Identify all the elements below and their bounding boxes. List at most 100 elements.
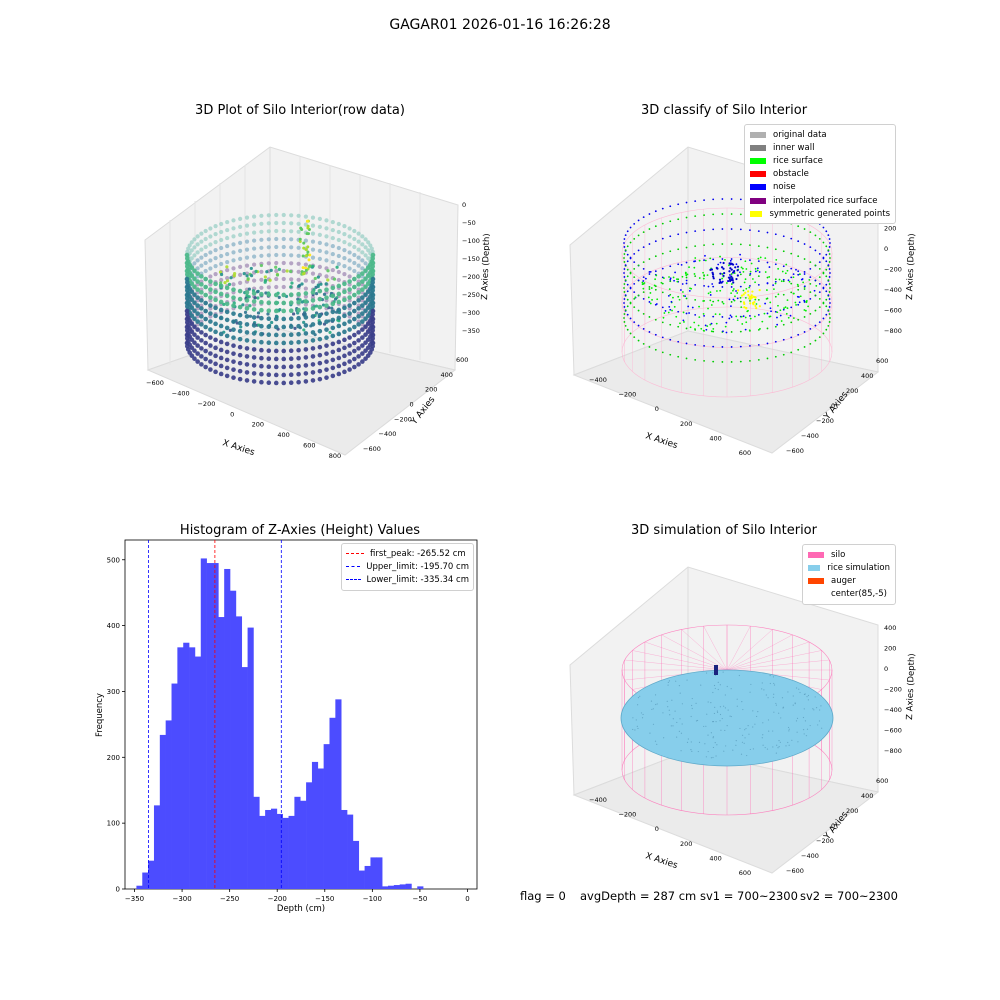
classify-point (754, 270, 757, 273)
simulation-rice-point (797, 741, 799, 743)
raw-point (336, 253, 341, 259)
raw-point (274, 252, 279, 258)
classify-point (756, 267, 759, 270)
simulation-rice-point (698, 741, 701, 743)
classify-point (626, 230, 629, 233)
raw-point (244, 378, 250, 383)
classify-point (626, 328, 629, 331)
simulation-rice-point (724, 729, 726, 732)
classify-point (797, 333, 800, 336)
raw-point (208, 327, 213, 332)
raw-point (208, 319, 213, 324)
classify-point (789, 314, 792, 317)
raw-point (356, 255, 361, 260)
classify-point (661, 222, 664, 225)
simulation-rice-point (772, 676, 775, 678)
simulation-rice-point (668, 709, 670, 711)
classify-point (714, 313, 717, 316)
simulation-rice-point (669, 714, 671, 716)
classify-point (661, 207, 664, 210)
raw-point (252, 278, 257, 283)
simulation-zlabel: Z Axies (Depth) (905, 653, 917, 720)
raw-point (324, 234, 329, 239)
simulation-rice-point (716, 710, 718, 712)
raw-point (263, 278, 268, 283)
raw-point (352, 252, 357, 258)
histogram-legend-entry: Lower_limit: -335.34 cm (346, 573, 469, 586)
classify-point (775, 258, 778, 261)
classify-point (759, 327, 761, 330)
classify-point (803, 299, 806, 302)
classify-point (623, 313, 626, 315)
raw-point (225, 243, 230, 249)
classify-point (803, 271, 806, 273)
raw-point (231, 359, 236, 364)
raw-y-tick-label: −400 (379, 430, 397, 438)
raw-point (203, 300, 208, 306)
raw-point (184, 332, 190, 338)
classify-point (766, 312, 769, 315)
classify-point (744, 297, 747, 299)
classify-point (637, 339, 640, 342)
raw-point (296, 347, 301, 353)
sv1-status: sv1 = 700~2300 (700, 889, 798, 903)
simulation-rice-point (807, 699, 809, 701)
raw-point (247, 295, 251, 299)
raw-point (303, 238, 308, 243)
classify-obstacle-point (729, 262, 732, 265)
raw-point (238, 240, 243, 245)
classify-point (651, 298, 653, 301)
raw-point (248, 304, 252, 308)
classify-point (642, 246, 645, 249)
raw-point (199, 306, 204, 311)
classify-point (685, 274, 688, 277)
raw-point (281, 332, 287, 338)
raw-point (192, 284, 197, 289)
simulation-rice-point (798, 688, 800, 690)
raw-point (365, 305, 371, 310)
raw-point (195, 271, 200, 276)
raw-point (225, 227, 230, 233)
raw-point (244, 247, 250, 252)
classify-point (669, 308, 672, 311)
raw-point (192, 237, 197, 242)
raw-point (302, 328, 306, 332)
simulation-rice-point (724, 694, 726, 696)
classify-point (818, 261, 821, 263)
classify-point (825, 230, 828, 233)
raw-point (363, 356, 368, 361)
raw-point (266, 332, 272, 338)
classify-point (626, 313, 629, 316)
classify-point (827, 264, 830, 267)
histogram-legend-label: Upper_limit: -195.70 cm (366, 561, 469, 572)
raw-point (303, 299, 309, 304)
classify-point (663, 277, 665, 280)
raw-point (218, 299, 224, 305)
raw-y-tick-label: 400 (441, 371, 453, 379)
classify-point (768, 276, 771, 278)
classify-point (782, 235, 785, 238)
raw-point (356, 274, 361, 279)
classify-point (742, 270, 745, 273)
raw-point (360, 319, 365, 324)
classify-point (740, 266, 743, 269)
raw-point (203, 332, 208, 338)
raw-point (360, 335, 365, 340)
classify-point (764, 271, 767, 273)
raw-point (324, 274, 329, 279)
simulation-legend-swatch (808, 577, 824, 584)
classify-point (669, 277, 672, 280)
simulation-rice-point (696, 719, 699, 722)
simulation-rice-point (802, 729, 805, 731)
simulation-rice-point (736, 705, 738, 707)
classify-point (629, 317, 632, 320)
simulation-rice-point (739, 727, 741, 730)
simulation-rice-point (777, 747, 779, 749)
classify-point (805, 300, 808, 302)
classify-point (648, 258, 651, 260)
raw-point (316, 275, 320, 279)
raw-point (259, 299, 264, 305)
classify-obstacle-point (730, 275, 733, 278)
classify-point (682, 319, 685, 322)
raw-point (203, 324, 208, 330)
